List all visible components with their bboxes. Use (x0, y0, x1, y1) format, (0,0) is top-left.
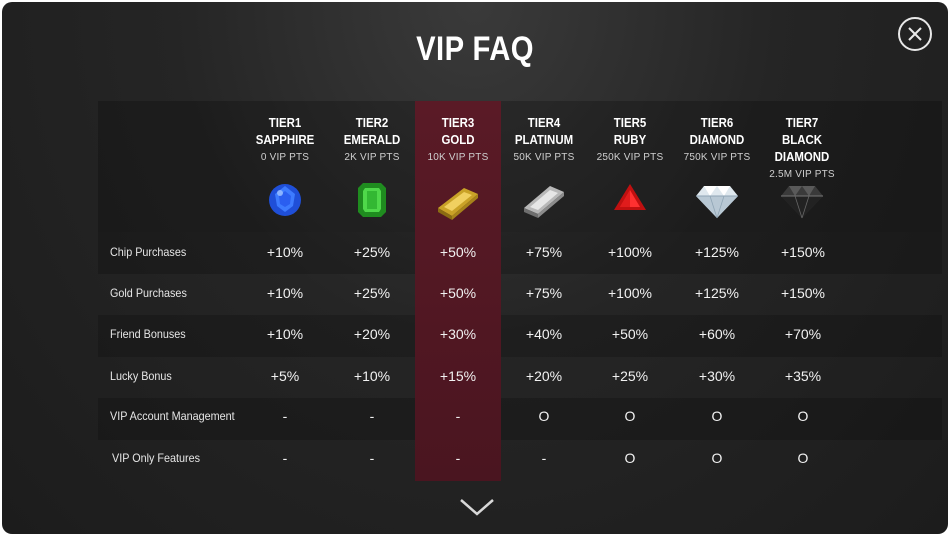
table-cell: +50% (439, 285, 477, 301)
table-cell: +50% (439, 244, 477, 260)
tier-header: TIER3 GOLD 10K VIP PTS (415, 114, 501, 163)
table-cell: O (711, 408, 723, 424)
table-cell: +125% (695, 285, 739, 301)
table-cell: +5% (270, 368, 300, 384)
tier-name: GOLD (441, 132, 475, 147)
tier-number: TIER6 (700, 115, 734, 130)
row-label: Gold Purchases (110, 286, 187, 300)
tier-number: TIER2 (355, 115, 389, 130)
table-cell: +100% (608, 285, 652, 301)
row-label: Chip Purchases (110, 245, 187, 259)
table-cell: +10% (353, 368, 391, 384)
row-band (98, 315, 942, 357)
table-cell: +25% (353, 285, 391, 301)
tier-header: TIER1 SAPPHIRE 0 VIP PTS (242, 114, 328, 163)
table-cell: - (282, 450, 288, 466)
table-cell: +75% (525, 285, 563, 301)
table-cell: +100% (608, 244, 652, 260)
tier-name: SAPPHIRE (255, 132, 315, 147)
tier-points: 2K VIP PTS (344, 152, 400, 163)
tier-name: EMERALD (343, 132, 401, 147)
sapphire-icon (242, 180, 328, 222)
chevron-down-icon (460, 499, 494, 516)
row-label: VIP Account Management (110, 409, 235, 423)
table-cell: - (455, 450, 461, 466)
table-cell: O (711, 450, 723, 466)
diamond-icon (674, 180, 760, 222)
highlighted-tier-column (415, 101, 501, 481)
table-cell: +40% (525, 326, 563, 342)
table-cell: +150% (781, 285, 825, 301)
table-cell: O (538, 408, 550, 424)
table-cell: +15% (439, 368, 477, 384)
table-cell: +10% (266, 326, 304, 342)
table-cell: - (369, 450, 375, 466)
page-title: VIP FAQ (416, 30, 534, 68)
tier-number: TIER4 (527, 115, 561, 130)
tier-name: RUBY (613, 132, 647, 147)
table-cell: - (282, 408, 288, 424)
table-cell: +10% (266, 244, 304, 260)
table-cell: +25% (353, 244, 391, 260)
table-cell: +30% (698, 368, 736, 384)
gold-bar-icon (415, 180, 501, 222)
table-cell: +10% (266, 285, 304, 301)
table-cell: O (797, 408, 809, 424)
table-cell: +75% (525, 244, 563, 260)
tier-name: PLATINUM (514, 132, 574, 147)
tier-header: TIER4 PLATINUM 50K VIP PTS (501, 114, 587, 163)
close-button[interactable] (898, 17, 932, 51)
tier-points: 0 VIP PTS (260, 152, 310, 163)
row-label: Lucky Bonus (110, 369, 172, 383)
tier-points: 2.5M VIP PTS (769, 169, 835, 180)
table-cell: - (369, 408, 375, 424)
table-cell: O (624, 450, 636, 466)
row-band (98, 398, 942, 440)
tier-header: TIER5 RUBY 250K VIP PTS (587, 114, 673, 163)
table-cell: +20% (353, 326, 391, 342)
scroll-down-button[interactable] (458, 496, 496, 518)
tier-header: TIER6 DIAMOND 750K VIP PTS (674, 114, 760, 163)
close-icon (908, 27, 922, 41)
table-cell: +20% (525, 368, 563, 384)
tier-points: 10K VIP PTS (427, 152, 489, 163)
tier-points: 50K VIP PTS (513, 152, 575, 163)
table-cell: +70% (784, 326, 822, 342)
tier-number: TIER3 (441, 115, 475, 130)
ruby-icon (587, 180, 673, 222)
tier-name: BLACK DIAMOND (774, 132, 830, 164)
table-cell: +60% (698, 326, 736, 342)
table-cell: O (624, 408, 636, 424)
black-diamond-icon (759, 180, 845, 222)
table-cell: +125% (695, 244, 739, 260)
row-band (98, 232, 942, 274)
tier-header: TIER2 EMERALD 2K VIP PTS (329, 114, 415, 163)
table-cell: - (541, 450, 547, 466)
tier-number: TIER5 (613, 115, 647, 130)
table-cell: +25% (611, 368, 649, 384)
platinum-bar-icon (501, 180, 587, 222)
table-cell: +35% (784, 368, 822, 384)
table-cell: O (797, 450, 809, 466)
table-cell: - (455, 408, 461, 424)
table-cell: +50% (611, 326, 649, 342)
row-label: VIP Only Features (112, 451, 201, 465)
tier-name: DIAMOND (689, 132, 745, 147)
tier-header: TIER7 BLACK DIAMOND 2.5M VIP PTS (756, 114, 848, 180)
table-cell: +30% (439, 326, 477, 342)
tier-points: 250K VIP PTS (596, 152, 664, 163)
tier-number: TIER7 (785, 115, 819, 130)
tier-points: 750K VIP PTS (683, 152, 751, 163)
tier-number: TIER1 (268, 115, 302, 130)
table-cell: +150% (781, 244, 825, 260)
row-label: Friend Bonuses (110, 327, 186, 341)
emerald-icon (329, 180, 415, 222)
